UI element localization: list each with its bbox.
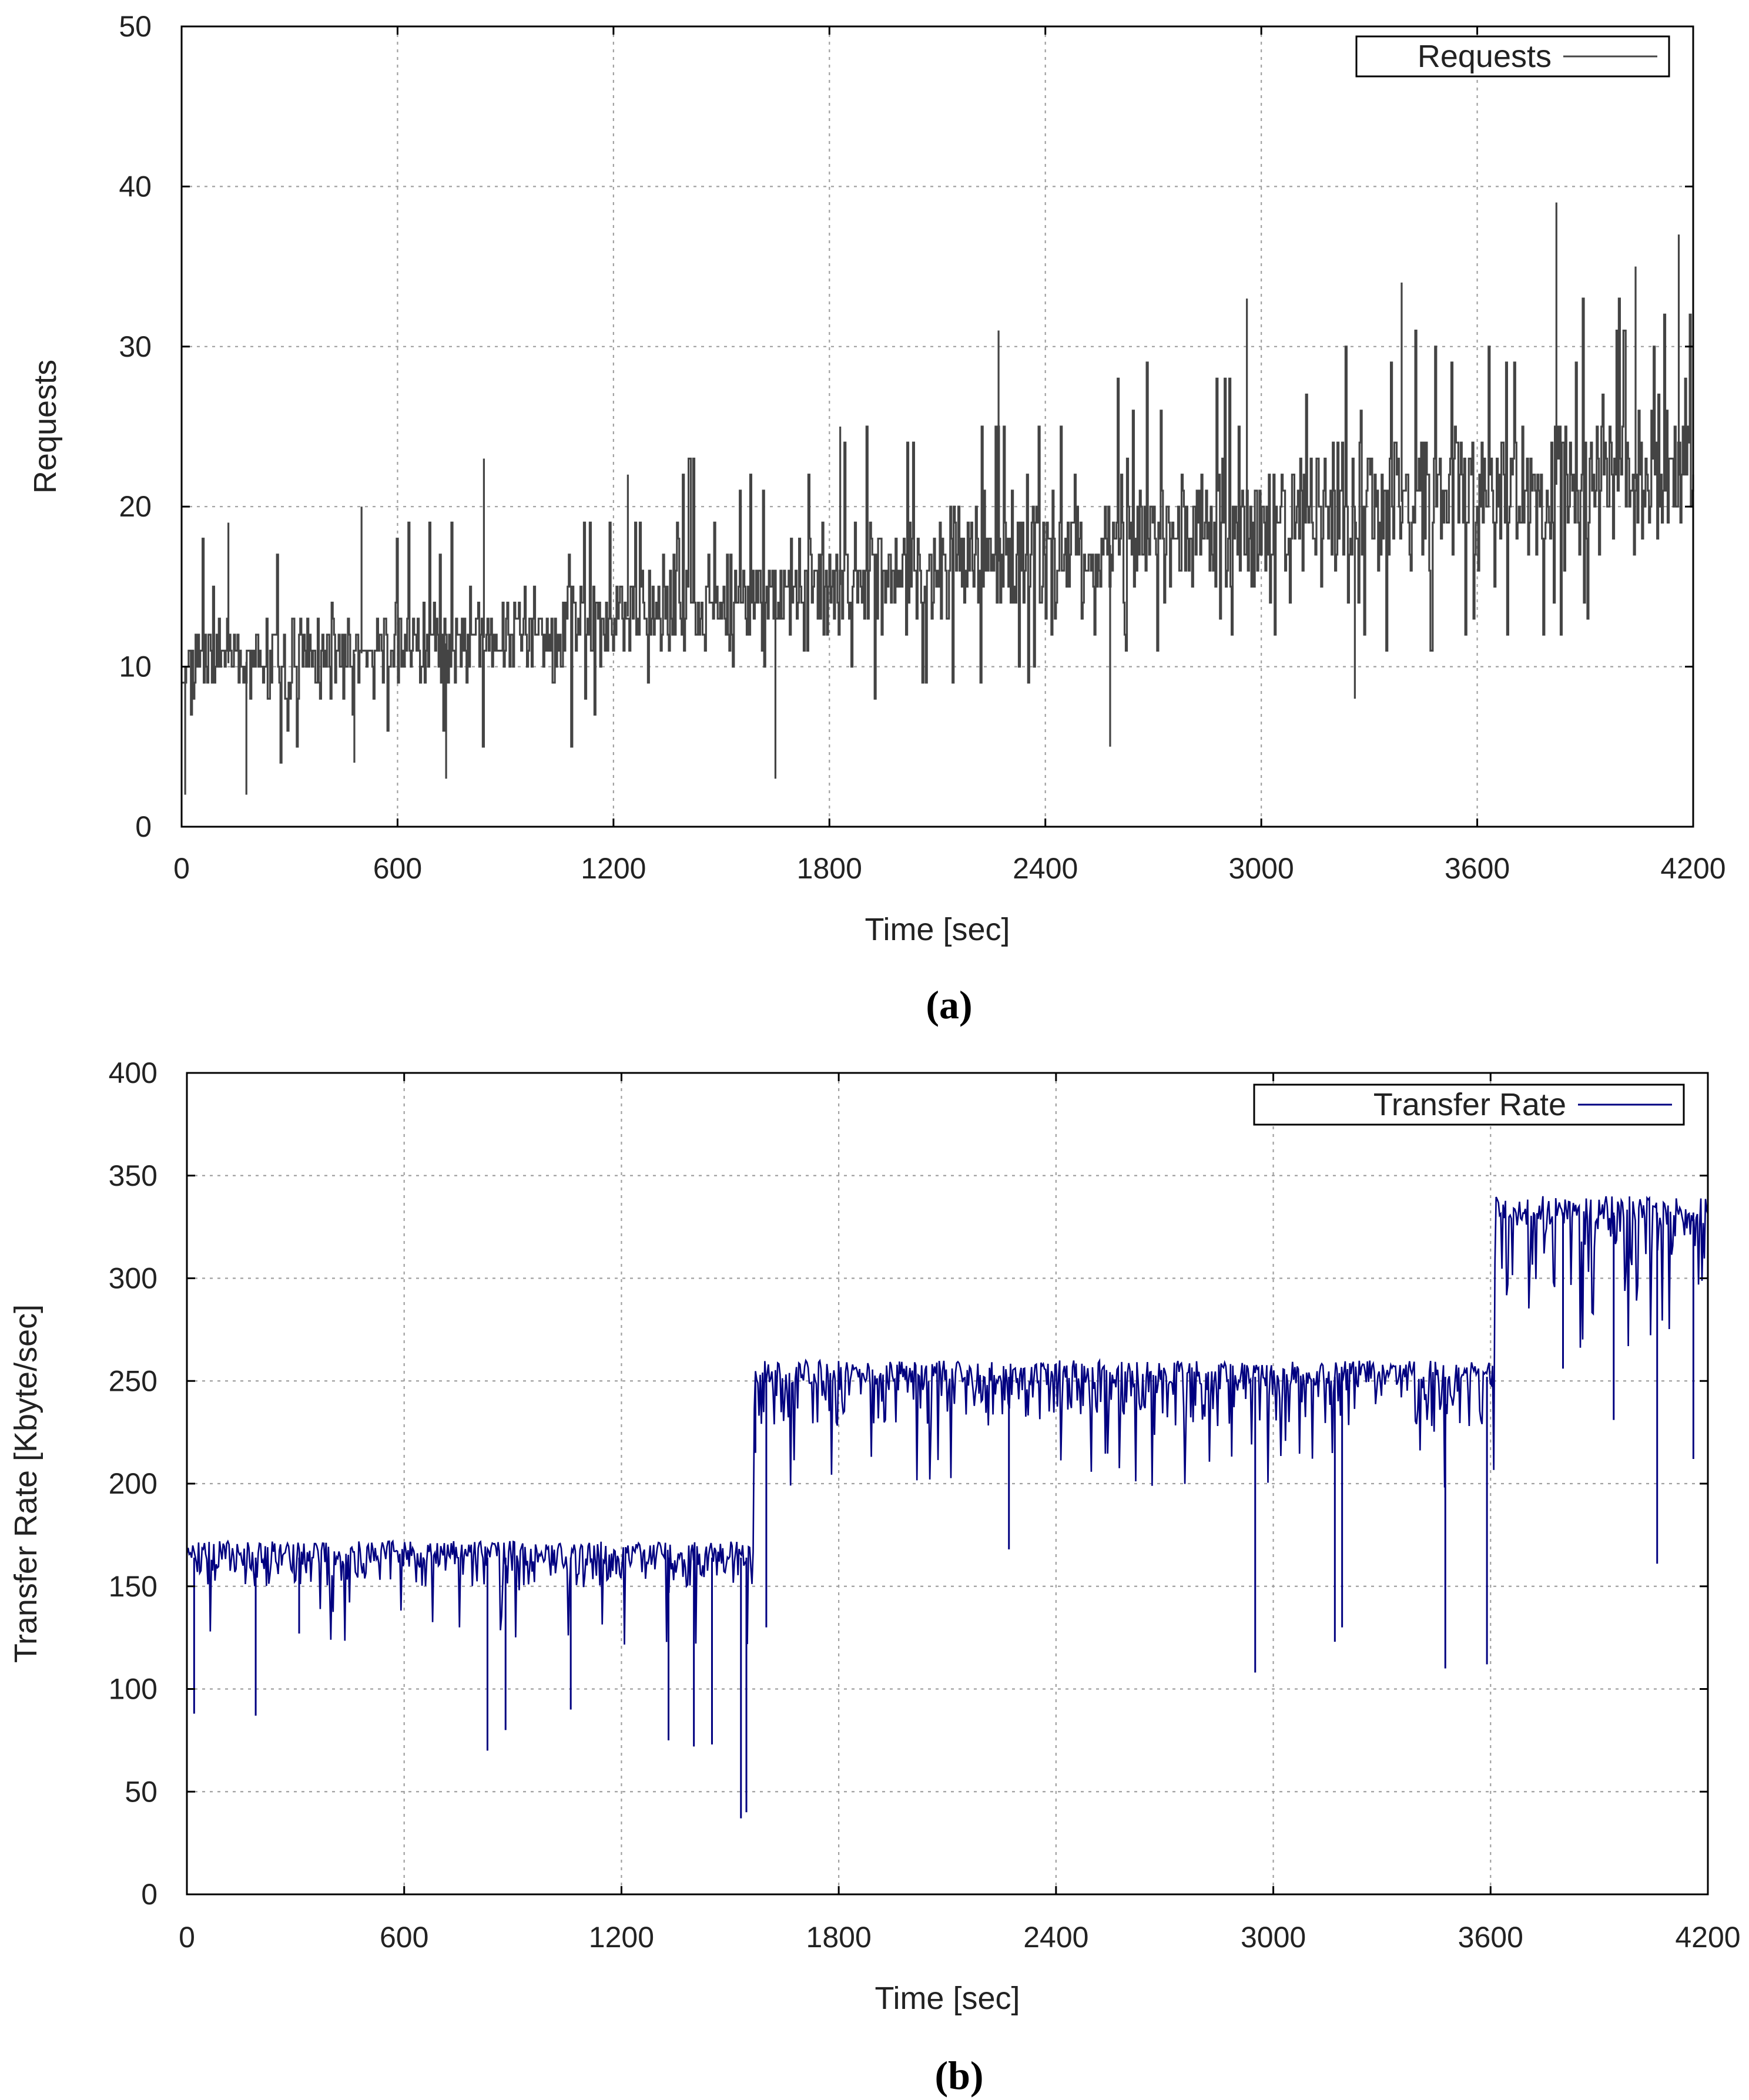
panel-b-x-axis-title: Time [sec] [874, 1981, 1020, 2016]
panel-a-y-tick-label: 0 [135, 810, 152, 843]
panel-a-x-tick-label: 2400 [1013, 852, 1078, 885]
panel-b-y-tick-label: 400 [109, 1056, 158, 1089]
panel-b-transfer-rate-series [186, 1196, 1709, 1645]
panel-b-y-tick-label: 250 [109, 1364, 158, 1397]
panel-b-y-tick-label: 350 [109, 1159, 158, 1192]
panel-a-x-tick-label: 1200 [581, 852, 646, 885]
panel-b-x-tick-label: 3600 [1458, 1921, 1523, 1954]
panel-b-x-tick-label: 600 [380, 1921, 428, 1954]
panel-a-plot-frame [180, 25, 1694, 828]
panel-a-grid [182, 26, 1693, 827]
panel-a-x-tick-label: 600 [373, 852, 422, 885]
panel-a-x-axis-title: Time [sec] [865, 912, 1010, 947]
panel-a-legend-label: Requests [1418, 39, 1552, 74]
panel-a-series [182, 202, 1694, 795]
panel-a-y-tick-label: 10 [119, 650, 152, 683]
panel-b-ticks: 0 600 1200 1800 2400 3000 3600 4200 0 50 100 150 200… [109, 1056, 1741, 1954]
panel-b-legend: Transfer Rate [1253, 1083, 1685, 1126]
panel-b-x-tick-label: 0 [179, 1921, 195, 1954]
panel-a-legend: Requests [1355, 35, 1670, 78]
panel-a-y-axis-title: Requests [28, 360, 63, 494]
panel-b-transfer-rate-chart: 0 600 1200 1800 2400 3000 3600 4200 0 50 100 150 200… [8, 1056, 1741, 2098]
panel-a-x-tick-label: 1800 [797, 852, 862, 885]
panel-b-legend-label: Transfer Rate [1373, 1087, 1566, 1122]
panel-a-y-tick-label: 30 [119, 330, 152, 363]
panel-b-grid [187, 1073, 1708, 1894]
panel-a-requests-series [182, 297, 1694, 764]
panel-a-x-tick-label: 0 [173, 852, 190, 885]
panel-a-x-tick-label: 3600 [1445, 852, 1510, 885]
panel-b-x-tick-label: 1200 [589, 1921, 654, 1954]
panel-a-y-tick-label: 20 [119, 490, 152, 523]
panel-a-requests-chart: 0 600 1200 1800 2400 3000 3600 420001020304050 … [28, 10, 1726, 1027]
panel-a-y-tick-label: 50 [119, 10, 152, 43]
panel-b-y-tick-label: 0 [141, 1878, 158, 1911]
panel-b-x-tick-label: 4200 [1675, 1921, 1740, 1954]
panel-b-y-tick-label: 300 [109, 1262, 158, 1295]
panel-b-y-tick-label: 50 [125, 1775, 158, 1808]
panel-a-x-tick-label: 3000 [1229, 852, 1294, 885]
panel-b-y-axis-title: Transfer Rate [Kbyte/sec] [8, 1304, 43, 1663]
panel-a-y-tick-label: 40 [119, 170, 152, 203]
panel-b-caption: (b) [934, 2053, 983, 2098]
panel-b-y-tick-label: 100 [109, 1673, 158, 1706]
panel-b-x-tick-label: 2400 [1023, 1921, 1088, 1954]
panel-b-series [186, 1196, 1709, 1819]
panel-b-y-tick-label: 150 [109, 1570, 158, 1603]
panel-a-ticks: 0 600 1200 1800 2400 3000 3600 4200 0 10 20 30 40 50 [119, 10, 1725, 885]
panel-b-y-tick-label: 200 [109, 1467, 158, 1500]
panel-a-caption: (a) [926, 982, 972, 1027]
panel-a-x-tick-label: 4200 [1660, 852, 1725, 885]
panel-b-x-tick-label: 1800 [806, 1921, 872, 1954]
panel-b-x-tick-label: 3000 [1241, 1921, 1306, 1954]
